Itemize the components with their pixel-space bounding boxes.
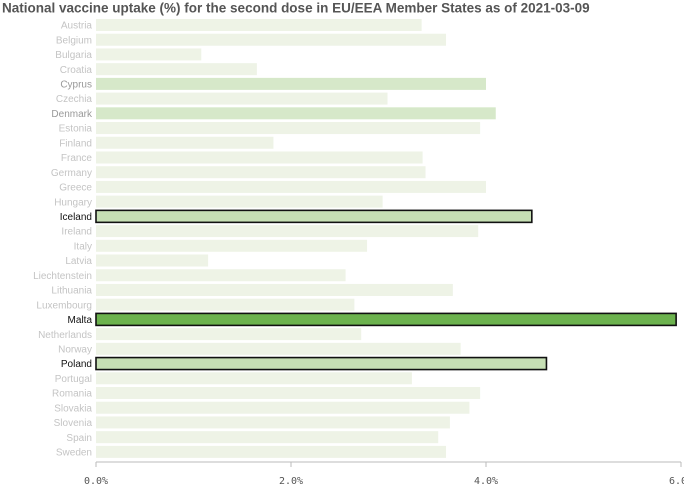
category-label: Estonia	[59, 124, 93, 135]
category-label: Romania	[52, 389, 92, 400]
bar	[96, 107, 496, 120]
category-label: Portugal	[55, 374, 92, 385]
category-label: Croatia	[60, 65, 93, 76]
category-label: Norway	[58, 344, 92, 355]
category-label: Hungary	[54, 197, 92, 208]
bar	[96, 445, 447, 458]
bar	[96, 401, 470, 414]
category-label: Liechtenstein	[33, 271, 92, 282]
bar	[96, 33, 447, 46]
category-label: Italy	[74, 241, 92, 252]
category-label: Denmark	[51, 109, 93, 120]
category-label: Austria	[61, 21, 93, 32]
bar	[96, 92, 388, 105]
bar	[96, 342, 461, 355]
bar	[96, 166, 426, 179]
bar	[96, 387, 481, 399]
category-label: Czechia	[56, 94, 93, 105]
bar	[96, 269, 346, 282]
bar	[96, 254, 209, 267]
category-label: Latvia	[65, 256, 92, 267]
bar	[96, 431, 439, 444]
bar	[96, 298, 355, 311]
x-tick-label: 0.0%	[84, 476, 108, 487]
category-label: Luxembourg	[36, 300, 92, 311]
category-label: Sweden	[56, 448, 92, 459]
x-tick-label: 4.0%	[474, 476, 498, 487]
category-label: Lithuania	[51, 286, 92, 297]
bar	[96, 195, 383, 208]
x-tick-label: 6.0%	[669, 476, 684, 487]
category-label: Netherlands	[38, 330, 92, 341]
bar	[96, 63, 257, 76]
bar	[96, 372, 412, 385]
bar	[95, 209, 533, 224]
bar	[96, 136, 274, 149]
category-label: Poland	[61, 359, 92, 370]
category-label: Iceland	[60, 212, 92, 223]
bar	[96, 19, 422, 31]
category-label: Greece	[59, 183, 92, 194]
bar	[96, 283, 453, 296]
x-tick-label: 2.0%	[279, 476, 303, 487]
bar	[96, 48, 202, 61]
bar	[96, 180, 486, 193]
category-label: Malta	[68, 315, 93, 326]
bar	[96, 151, 423, 164]
category-label: Slovenia	[54, 418, 93, 429]
category-label: Germany	[51, 168, 92, 179]
bar	[96, 225, 479, 238]
chart-title: National vaccine uptake (%) for the seco…	[2, 1, 590, 16]
bar	[96, 328, 362, 341]
category-label: Cyprus	[60, 80, 92, 91]
bar	[96, 77, 486, 90]
bar	[96, 416, 450, 429]
bar	[96, 122, 481, 135]
category-label: France	[61, 153, 93, 164]
category-label: Finland	[59, 138, 92, 149]
category-label: Slovakia	[54, 403, 92, 414]
category-label: Ireland	[61, 227, 92, 238]
bar	[95, 356, 548, 371]
category-label: Bulgaria	[55, 50, 92, 61]
category-label: Belgium	[56, 35, 92, 46]
category-label: Spain	[66, 433, 92, 444]
bar	[95, 312, 677, 327]
bar	[96, 239, 368, 252]
